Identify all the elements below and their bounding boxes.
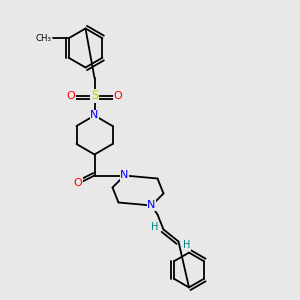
Text: H: H <box>183 240 190 250</box>
Text: O: O <box>67 91 76 101</box>
Text: O: O <box>113 91 122 101</box>
Text: N: N <box>90 110 99 121</box>
Text: N: N <box>120 170 129 181</box>
Text: N: N <box>147 200 156 211</box>
Text: CH₃: CH₃ <box>36 34 52 43</box>
Text: O: O <box>74 178 82 188</box>
Text: H: H <box>152 222 159 232</box>
Text: S: S <box>91 89 98 103</box>
